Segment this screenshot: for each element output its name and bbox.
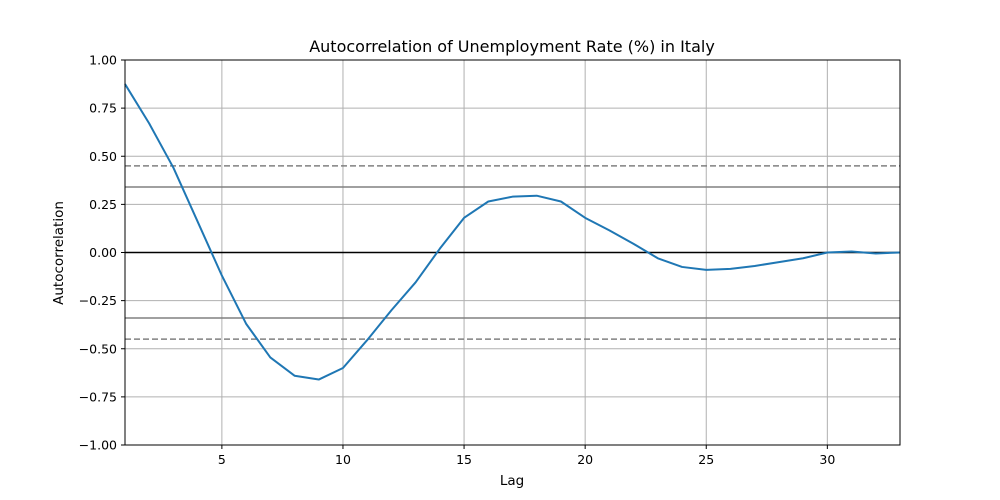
x-tick-label: 25 <box>698 452 714 467</box>
autocorrelation-series-line <box>124 83 901 381</box>
x-tick-label: 10 <box>335 452 351 467</box>
x-axis-label: Lag <box>500 473 524 489</box>
x-tick-label: 20 <box>577 452 593 467</box>
y-tick-label: −1.00 <box>79 438 117 453</box>
y-tick-label: 0.25 <box>89 197 117 212</box>
x-tick-label: 30 <box>819 452 835 467</box>
reference-lines <box>125 165 900 340</box>
series-layer <box>124 83 901 381</box>
y-tick-label: 1.00 <box>89 53 117 68</box>
y-tick-label: −0.75 <box>79 389 117 404</box>
y-tick-label: −0.50 <box>79 341 117 356</box>
y-tick-label: −0.25 <box>79 293 117 308</box>
y-tick-label: 0.50 <box>89 149 117 164</box>
x-axis-ticks: 5 10 15 20 25 30 <box>218 445 835 467</box>
y-axis-ticks: −1.00 −0.75 −0.50 −0.25 0.00 0.25 0.50 0.75 1.00 <box>79 53 125 453</box>
x-tick-label: 15 <box>456 452 472 467</box>
y-tick-label: 0.75 <box>89 101 117 116</box>
y-axis-label: Autocorrelation <box>51 201 67 305</box>
x-tick-label: 5 <box>218 452 226 467</box>
y-tick-label: 0.00 <box>89 245 117 260</box>
chart-title: Autocorrelation of Unemployment Rate (%)… <box>309 37 715 56</box>
